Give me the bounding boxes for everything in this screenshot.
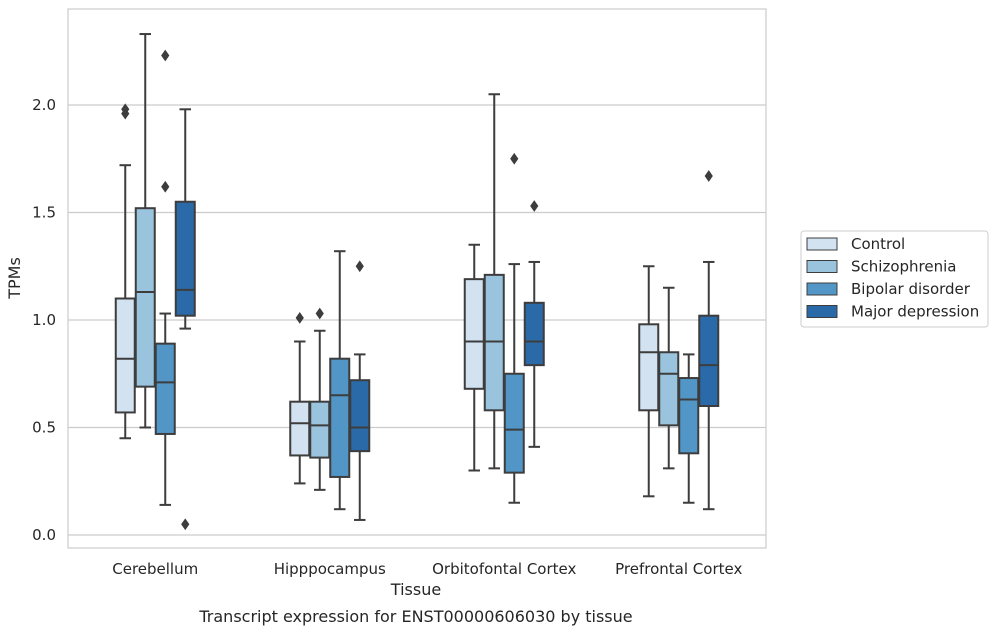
- outlier-point: [704, 170, 713, 182]
- box-body: [503, 372, 525, 474]
- legend-label: Control: [851, 235, 905, 253]
- box: [329, 250, 351, 511]
- box: [483, 93, 505, 470]
- legend-label: Major depression: [851, 303, 979, 321]
- box-body: [698, 314, 720, 408]
- y-tick-label: 0.0: [32, 526, 56, 544]
- chart-caption: Transcript expression for ENST0000060603…: [198, 607, 632, 626]
- box: [503, 152, 525, 504]
- outlier-point: [161, 49, 170, 62]
- box: [523, 200, 545, 448]
- x-axis-ticks: Cerebellum Hipppocampus Orbitofontal Corte…: [112, 560, 742, 578]
- box: [349, 260, 371, 521]
- legend: Control Schizophrenia Bipolar disorder Majo…: [800, 230, 989, 328]
- y-tick-label: 0.5: [32, 419, 56, 437]
- y-tick-label: 1.0: [32, 311, 56, 329]
- legend-label: Schizophrenia: [851, 258, 956, 276]
- box: [309, 307, 331, 491]
- legend-box: [800, 230, 989, 328]
- box-body: [154, 342, 176, 435]
- outlier-point: [181, 518, 190, 531]
- box-body: [289, 400, 311, 457]
- x-tick-label: Hipppocampus: [274, 560, 386, 578]
- box: [114, 103, 136, 440]
- box: [154, 49, 176, 506]
- outlier-point: [315, 307, 324, 320]
- x-tick-label: Orbitofontal Cortex: [432, 560, 576, 578]
- box: [463, 243, 485, 472]
- box-body: [463, 278, 485, 390]
- gridlines: [68, 104, 766, 536]
- outlier-point: [530, 200, 539, 212]
- legend-swatch: [806, 282, 838, 296]
- box-plot-area: [114, 33, 720, 531]
- box-body: [638, 323, 660, 412]
- y-tick-label: 1.5: [32, 204, 56, 222]
- outlier-point: [121, 103, 130, 116]
- y-axis-label: TPMs: [5, 257, 24, 300]
- y-axis-ticks: 0.0 0.5 1.0 1.5 2.0: [32, 96, 56, 544]
- box: [698, 170, 720, 511]
- box-body: [483, 273, 505, 412]
- plot-frame: [67, 8, 767, 549]
- outlier-point: [161, 180, 170, 193]
- box: [134, 33, 156, 429]
- box: [658, 286, 680, 470]
- x-axis-label: Tissue: [390, 580, 441, 599]
- box-body: [523, 301, 545, 367]
- box-body: [658, 351, 680, 427]
- outlier-point: [510, 152, 519, 165]
- y-tick-label: 2.0: [32, 96, 56, 114]
- x-tick-label: Cerebellum: [112, 560, 198, 578]
- box-body: [134, 207, 156, 388]
- box-body: [114, 297, 136, 414]
- outlier-point: [355, 260, 364, 273]
- box-body: [174, 200, 196, 317]
- box-body: [309, 400, 331, 459]
- legend-swatch: [806, 305, 838, 318]
- box: [289, 311, 311, 485]
- outlier-point: [295, 311, 304, 324]
- box: [638, 265, 660, 498]
- box-body: [329, 357, 351, 478]
- legend-swatch: [806, 237, 838, 251]
- box: [174, 108, 196, 531]
- legend-label: Bipolar disorder: [851, 280, 971, 298]
- box-body: [678, 377, 700, 455]
- x-tick-label: Prefrontal Cortex: [615, 560, 742, 578]
- box: [678, 353, 700, 504]
- box-body: [349, 379, 371, 453]
- legend-swatch: [806, 260, 838, 273]
